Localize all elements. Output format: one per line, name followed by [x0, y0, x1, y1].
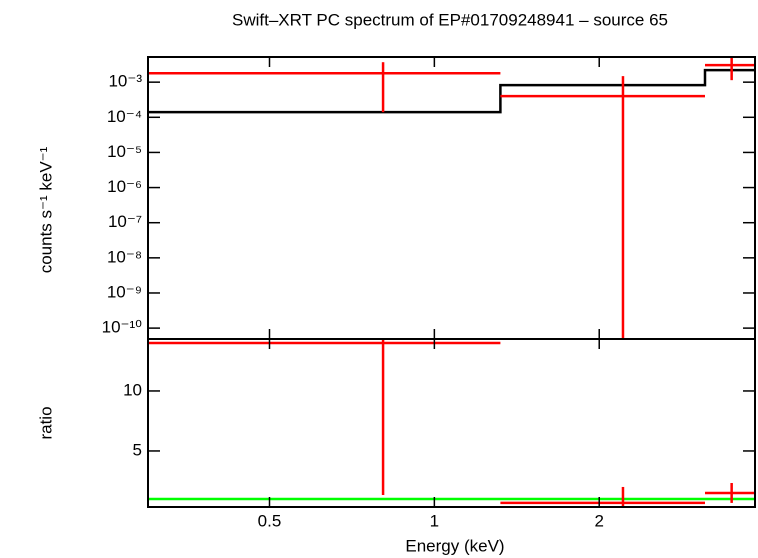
- y-tick-label: 10⁻¹⁰: [102, 318, 143, 337]
- panel-frame: [147, 56, 756, 340]
- chart-title: Swift–XRT PC spectrum of EP#01709248941 …: [232, 10, 668, 29]
- x-axis-label: Energy (keV): [405, 536, 504, 555]
- plot-area: [148, 57, 755, 339]
- y-tick-label: 10: [123, 380, 142, 399]
- plot-area: [148, 339, 755, 507]
- y-tick-label: 10⁻⁷: [108, 212, 142, 231]
- y-tick-label: 10⁻⁴: [107, 107, 142, 126]
- y-tick-label: 10⁻⁸: [107, 247, 142, 266]
- x-tick-label: 0.5: [258, 511, 282, 530]
- y-tick-label: 10⁻⁹: [107, 282, 142, 301]
- y-tick-label: 10⁻⁵: [107, 142, 142, 161]
- y-tick-label: 10⁻⁶: [107, 177, 142, 196]
- y-tick-label: 10⁻³: [108, 72, 142, 91]
- panel-frame: [147, 338, 756, 508]
- y-tick-label: 5: [133, 440, 142, 459]
- x-tick-label: 1: [430, 511, 439, 530]
- y-axis-label: ratio: [36, 406, 55, 439]
- y-axis-label: counts s⁻¹ keV⁻¹: [36, 146, 55, 273]
- x-tick-label: 2: [594, 511, 603, 530]
- model-line: [148, 68, 755, 114]
